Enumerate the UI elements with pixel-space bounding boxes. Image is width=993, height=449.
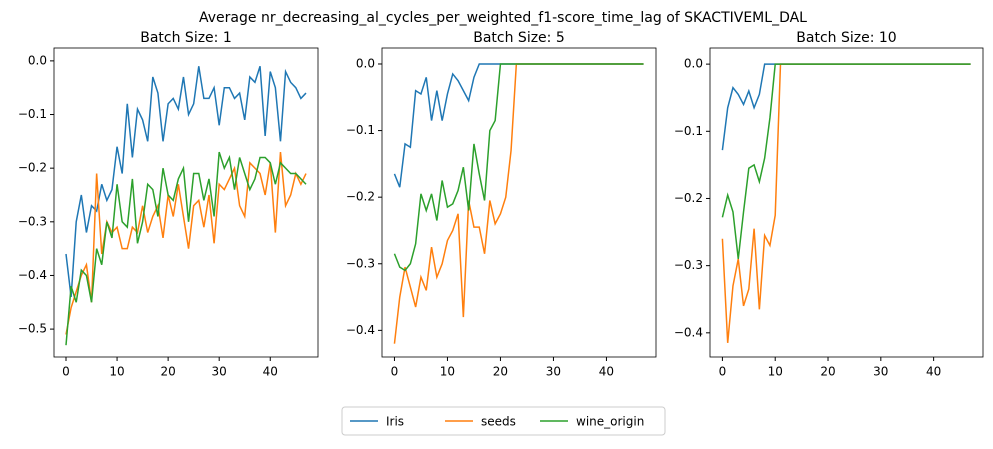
x-tick-label: 10 [440,365,455,379]
y-tick-label: 0.0 [356,56,375,70]
x-tick-label: 40 [263,365,278,379]
x-tick-label: 30 [212,365,227,379]
data-line [65,66,307,298]
x-tick-label: 0 [719,365,727,379]
figure-title: Average nr_decreasing_al_cycles_per_weig… [199,10,807,26]
y-tick-label: −0.3 [674,258,703,272]
x-tick-label: 20 [493,365,508,379]
data-line [393,63,644,272]
y-tick-label: −0.1 [346,123,375,137]
x-tick-label: 0 [391,365,399,379]
legend-label: wine_origin [576,415,644,429]
axes-frame [709,47,984,358]
data-line [721,63,971,260]
y-tick-label: −0.2 [18,161,47,175]
x-tick-label: 20 [820,365,835,379]
y-tick-label: −0.2 [674,191,703,205]
y-tick-label: −0.3 [346,256,375,270]
x-tick-label: 10 [768,365,783,379]
axes-frame [381,47,657,358]
axes-frame [53,47,319,358]
x-tick-label: 10 [109,365,124,379]
y-tick-label: −0.4 [18,268,47,282]
y-tick-label: −0.1 [674,124,703,138]
x-tick-label: 40 [599,365,614,379]
y-tick-label: −0.4 [674,325,703,339]
x-tick-label: 0 [62,365,70,379]
y-tick-label: 0.0 [684,57,703,71]
data-line [65,151,307,346]
y-tick-label: −0.1 [18,107,47,121]
y-tick-label: 0.0 [28,53,47,67]
legend-box [341,406,666,436]
y-tick-label: −0.4 [346,323,375,337]
subplot-title: Batch Size: 10 [796,30,896,46]
y-tick-label: −0.5 [18,322,47,336]
x-tick-label: 30 [873,365,888,379]
legend-label: Iris [386,415,404,429]
y-tick-label: −0.3 [18,214,47,228]
legend-label: seeds [481,415,516,429]
x-tick-label: 20 [160,365,175,379]
subplot-title: Batch Size: 5 [473,30,565,46]
y-tick-label: −0.2 [346,190,375,204]
subplot-title: Batch Size: 1 [140,30,232,46]
x-tick-label: 40 [926,365,941,379]
x-tick-label: 30 [546,365,561,379]
